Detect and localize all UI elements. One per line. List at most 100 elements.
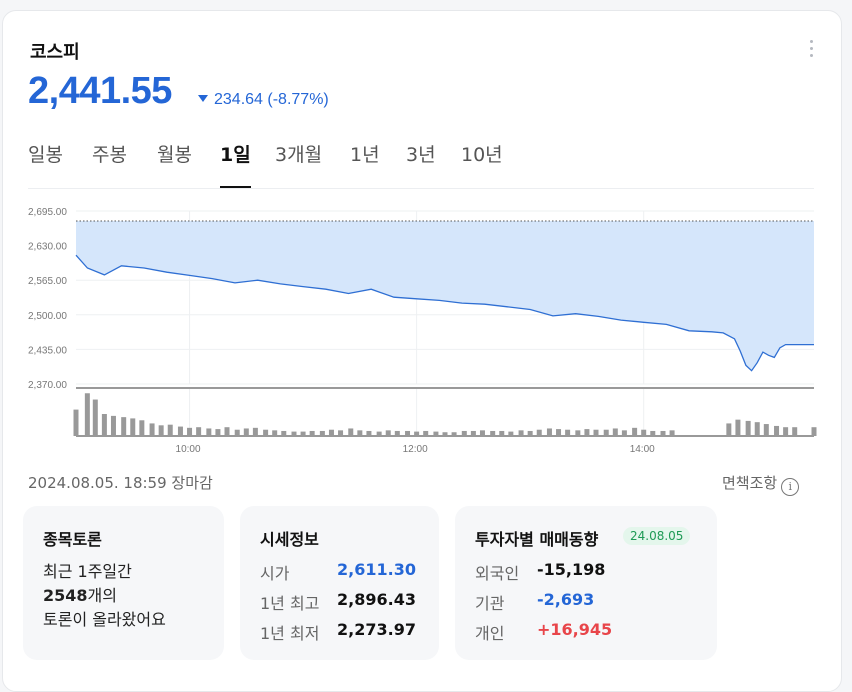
volume-bar bbox=[433, 431, 439, 436]
volume-bar bbox=[527, 430, 533, 436]
volume-bar bbox=[632, 427, 638, 436]
period-tabs: 일봉 주봉 월봉 1일 3개월 1년 3년 10년 bbox=[28, 140, 814, 189]
volume-bar bbox=[328, 429, 334, 436]
volume-bar bbox=[130, 418, 136, 436]
volume-bar bbox=[811, 427, 817, 436]
intraday-chart[interactable]: 2,695.00 2,630.00 2,565.00 2,500.00 2,435.00… bbox=[0, 195, 852, 460]
volume-bar bbox=[774, 425, 780, 436]
volume-bar bbox=[641, 429, 647, 436]
volume-bar bbox=[593, 429, 599, 436]
row-value: -15,198 bbox=[537, 560, 606, 579]
volume-bar bbox=[612, 428, 618, 436]
row-value: 2,273.97 bbox=[337, 620, 416, 639]
volume-bar bbox=[470, 430, 476, 436]
volume-bar bbox=[84, 393, 90, 436]
market-info-title: 시세정보 bbox=[260, 530, 319, 549]
volume-bar bbox=[735, 419, 741, 436]
volume-bar bbox=[357, 430, 363, 436]
index-title[interactable]: 코스피 bbox=[30, 42, 80, 63]
volume-bar bbox=[414, 431, 420, 436]
volume-bar bbox=[73, 409, 79, 436]
volume-bar bbox=[167, 424, 173, 436]
volume-bar bbox=[272, 430, 278, 436]
market-row: 1년 최고 2,896.43 bbox=[260, 590, 416, 614]
down-arrow-icon bbox=[198, 95, 208, 102]
volume-bar bbox=[745, 420, 751, 436]
tab-1year[interactable]: 1년 bbox=[350, 144, 380, 166]
volume-bar bbox=[726, 423, 732, 436]
discussion-suffix: 개의 bbox=[87, 586, 117, 605]
current-price: 2,441.55 bbox=[28, 70, 172, 112]
tab-10years[interactable]: 10년 bbox=[461, 144, 503, 166]
y-tick-label: 2,370.00 bbox=[28, 380, 67, 391]
y-tick-label: 2,630.00 bbox=[28, 242, 67, 253]
row-label: 외국인 bbox=[475, 564, 520, 583]
discussion-text: 최근 1주일간 2548개의 토론이 올라왔어요 bbox=[43, 560, 166, 632]
volume-bar bbox=[206, 428, 212, 436]
investor-row: 외국인 -15,198 bbox=[475, 560, 605, 584]
row-label: 기관 bbox=[475, 594, 505, 613]
volume-bar bbox=[783, 427, 789, 436]
tab-weekly[interactable]: 주봉 bbox=[92, 144, 127, 166]
volume-bar bbox=[338, 430, 344, 436]
volume-bar bbox=[451, 432, 457, 436]
tab-3months[interactable]: 3개월 bbox=[275, 144, 323, 166]
volume-bar bbox=[754, 422, 760, 436]
tab-3years[interactable]: 3년 bbox=[406, 144, 436, 166]
volume-bar bbox=[224, 427, 230, 436]
more-options-icon[interactable] bbox=[806, 40, 818, 62]
tab-monthly[interactable]: 월봉 bbox=[157, 144, 192, 166]
volume-bar bbox=[490, 430, 496, 436]
change-percent: (-8.77%) bbox=[267, 91, 329, 108]
volume-bar bbox=[366, 430, 372, 436]
investors-box[interactable]: 투자자별 매매동향 24.08.05 외국인 -15,198 기관 -2,693… bbox=[455, 506, 717, 660]
volume-bar bbox=[187, 427, 193, 436]
row-label: 1년 최저 bbox=[260, 624, 320, 643]
discussion-title: 종목토론 bbox=[43, 530, 102, 549]
volume-bar bbox=[536, 429, 542, 436]
volume-bar bbox=[263, 429, 269, 436]
volume-bar bbox=[291, 431, 297, 436]
market-info-box[interactable]: 시세정보 시가 2,611.30 1년 최고 2,896.43 1년 최저 2,… bbox=[240, 506, 439, 660]
volume-bar bbox=[508, 431, 514, 436]
volume-bar bbox=[348, 428, 354, 436]
disclaimer-link[interactable]: 면책조항 i bbox=[722, 472, 800, 496]
volume-bar bbox=[300, 431, 306, 436]
row-label: 개인 bbox=[475, 624, 505, 643]
volume-bar bbox=[603, 429, 609, 436]
volume-bar bbox=[423, 430, 429, 436]
tab-1day[interactable]: 1일 bbox=[220, 140, 251, 188]
investor-row: 개인 +16,945 bbox=[475, 620, 612, 644]
price-change: 234.64 (-8.77%) bbox=[198, 91, 329, 109]
x-tick-label: 14:00 bbox=[630, 444, 655, 455]
discussion-box[interactable]: 종목토론 최근 1주일간 2548개의 토론이 올라왔어요 bbox=[23, 506, 224, 660]
volume-bar bbox=[763, 424, 769, 436]
volume-bar bbox=[660, 430, 666, 436]
info-icon: i bbox=[781, 478, 800, 496]
row-label: 시가 bbox=[260, 564, 290, 583]
row-label: 1년 최고 bbox=[260, 594, 320, 613]
market-row: 1년 최저 2,273.97 bbox=[260, 620, 416, 644]
volume-bar bbox=[110, 415, 116, 436]
timestamp: 2024.08.05. 18:59 장마감 bbox=[28, 474, 213, 492]
volume-bar bbox=[243, 428, 249, 436]
volume-bar bbox=[158, 425, 164, 436]
y-tick-label: 2,435.00 bbox=[28, 345, 67, 356]
row-value: 2,611.30 bbox=[337, 560, 416, 579]
volume-bar bbox=[499, 430, 505, 436]
volume-bar bbox=[461, 430, 467, 436]
change-amount: 234.64 bbox=[214, 91, 263, 108]
market-row: 시가 2,611.30 bbox=[260, 560, 416, 584]
row-value: 2,896.43 bbox=[337, 590, 416, 609]
volume-bar bbox=[92, 399, 98, 436]
volume-bar bbox=[479, 430, 485, 436]
volume-bar bbox=[565, 429, 571, 436]
volume-bar bbox=[442, 432, 448, 436]
tab-daily[interactable]: 일봉 bbox=[28, 144, 63, 166]
volume-bar bbox=[281, 430, 287, 436]
volume-bar bbox=[196, 427, 202, 436]
price-line bbox=[75, 254, 814, 372]
y-tick-label: 2,565.00 bbox=[28, 276, 67, 287]
x-tick-label: 12:00 bbox=[403, 444, 428, 455]
volume-bar bbox=[518, 430, 524, 436]
